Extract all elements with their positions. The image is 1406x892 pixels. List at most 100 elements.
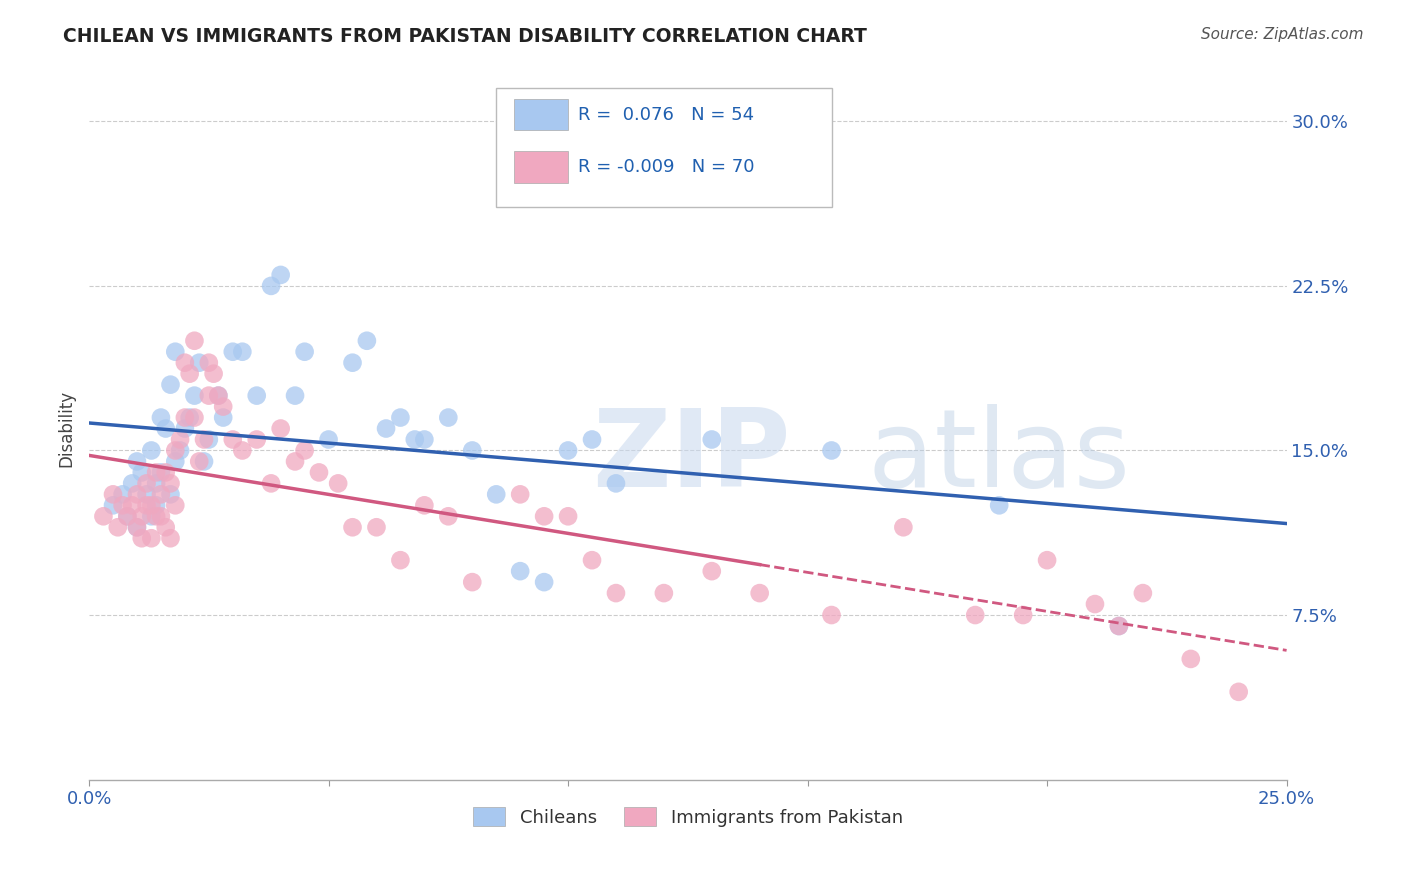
Point [149, 466, 172, 480]
Point [125, 487, 148, 501]
Point [159, 476, 181, 491]
Point [652, 586, 675, 600]
Point [366, 520, 388, 534]
Point [101, 499, 124, 513]
Point [202, 367, 225, 381]
Text: ZIP: ZIP [592, 403, 790, 509]
Text: R = -0.009   N = 70: R = -0.009 N = 70 [578, 158, 754, 177]
Point [173, 421, 195, 435]
Point [389, 410, 412, 425]
Text: Source: ZipAtlas.com: Source: ZipAtlas.com [1201, 27, 1364, 42]
Point [820, 443, 842, 458]
Point [413, 433, 436, 447]
Point [131, 531, 153, 545]
Point [188, 356, 211, 370]
FancyBboxPatch shape [496, 88, 831, 207]
Point [748, 586, 770, 600]
Point [1012, 608, 1035, 623]
Point [135, 476, 157, 491]
Point [145, 476, 167, 491]
Point [145, 509, 167, 524]
Point [125, 454, 148, 468]
Point [193, 433, 215, 447]
Y-axis label: Disability: Disability [58, 390, 75, 467]
Point [165, 454, 187, 468]
Point [605, 586, 627, 600]
Point [188, 454, 211, 468]
Point [1108, 619, 1130, 633]
Point [179, 367, 201, 381]
Point [260, 279, 283, 293]
Point [700, 433, 723, 447]
Point [193, 454, 215, 468]
Point [173, 410, 195, 425]
Point [183, 389, 205, 403]
Point [212, 400, 235, 414]
Point [533, 509, 555, 524]
Point [173, 356, 195, 370]
Point [308, 466, 330, 480]
Point [135, 499, 157, 513]
Point [605, 476, 627, 491]
Point [342, 356, 364, 370]
Point [231, 443, 253, 458]
Point [165, 443, 187, 458]
Point [461, 443, 484, 458]
Point [198, 433, 221, 447]
Point [246, 433, 269, 447]
Point [509, 564, 531, 578]
Point [270, 421, 292, 435]
Point [149, 410, 172, 425]
Point [581, 433, 603, 447]
Point [111, 499, 134, 513]
Text: CHILEAN VS IMMIGRANTS FROM PAKISTAN DISABILITY CORRELATION CHART: CHILEAN VS IMMIGRANTS FROM PAKISTAN DISA… [63, 27, 868, 45]
Legend: Chileans, Immigrants from Pakistan: Chileans, Immigrants from Pakistan [465, 800, 910, 834]
Point [141, 531, 163, 545]
Point [125, 520, 148, 534]
Point [159, 531, 181, 545]
Point [183, 334, 205, 348]
Point [413, 499, 436, 513]
Point [328, 476, 350, 491]
Point [141, 443, 163, 458]
Point [581, 553, 603, 567]
Point [270, 268, 292, 282]
Bar [515, 151, 568, 183]
Point [318, 433, 340, 447]
Point [165, 344, 187, 359]
Point [893, 520, 915, 534]
Point [222, 433, 245, 447]
Point [117, 509, 139, 524]
Point [198, 389, 221, 403]
Point [169, 443, 191, 458]
Point [284, 389, 307, 403]
Point [700, 564, 723, 578]
Point [179, 410, 201, 425]
Point [246, 389, 269, 403]
Point [461, 575, 484, 590]
Point [988, 499, 1011, 513]
Point [509, 487, 531, 501]
Point [141, 509, 163, 524]
Point [1180, 652, 1202, 666]
Point [1036, 553, 1059, 567]
Point [169, 433, 191, 447]
Point [155, 466, 177, 480]
Bar [515, 98, 568, 130]
Point [485, 487, 508, 501]
Point [155, 421, 177, 435]
Point [145, 499, 167, 513]
Point [389, 553, 412, 567]
Point [207, 389, 229, 403]
Point [294, 443, 316, 458]
Point [1084, 597, 1107, 611]
Point [149, 487, 172, 501]
Point [198, 356, 221, 370]
Point [121, 476, 143, 491]
Point [111, 487, 134, 501]
Point [159, 487, 181, 501]
Point [212, 410, 235, 425]
Point [125, 520, 148, 534]
Point [294, 344, 316, 359]
Point [965, 608, 987, 623]
